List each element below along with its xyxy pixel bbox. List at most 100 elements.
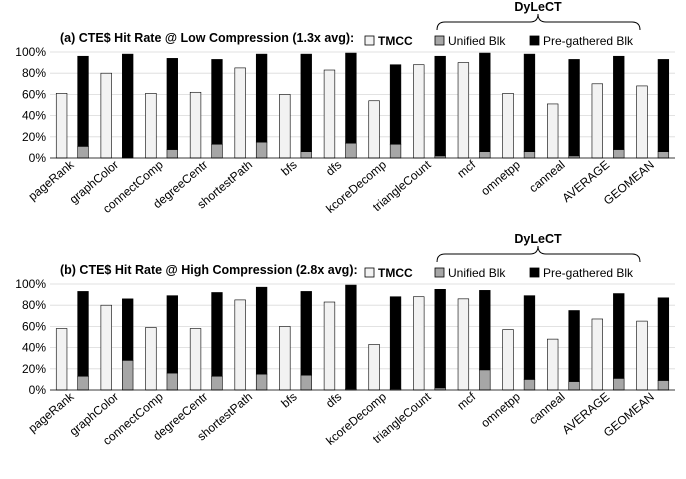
x-tick-label: bfs — [278, 390, 299, 411]
bar — [234, 299, 246, 391]
bar-segment — [479, 290, 491, 371]
bar-segment — [255, 286, 268, 375]
y-tick-label: 60% — [22, 319, 46, 333]
bar-segment — [345, 52, 357, 144]
bar-segment — [255, 53, 268, 143]
y-tick-label: 0% — [29, 383, 47, 397]
annotation: DyLeCT — [514, 0, 562, 14]
x-tick-label: canneal — [526, 390, 567, 428]
bar-segment — [211, 292, 223, 377]
legend-swatch — [364, 267, 375, 278]
legend-label: TMCC — [378, 34, 413, 48]
bar — [368, 344, 380, 391]
y-tick-label: 80% — [22, 298, 46, 312]
bar-segment — [523, 151, 536, 159]
y-tick-label: 20% — [22, 130, 46, 144]
bar — [636, 85, 648, 159]
x-tick-label: dfs — [323, 158, 344, 179]
chart-title: (b) CTE$ Hit Rate @ High Compression (2.… — [60, 263, 358, 277]
y-tick-label: 100% — [15, 45, 46, 59]
bar-segment — [568, 310, 580, 382]
bar — [591, 318, 603, 391]
bar — [323, 69, 336, 159]
bar-segment — [122, 298, 134, 361]
bar-segment — [434, 55, 446, 157]
legend-brace — [436, 13, 641, 31]
bar-segment — [166, 58, 178, 150]
bar-segment — [166, 149, 178, 159]
bar-segment — [389, 64, 402, 145]
bar-segment — [77, 291, 89, 377]
x-tick-label: mcf — [454, 389, 478, 413]
x-tick-label: mcf — [454, 157, 478, 181]
bar — [547, 338, 559, 391]
x-tick-label: canneal — [526, 158, 567, 196]
bar — [145, 327, 157, 391]
y-tick-label: 80% — [22, 66, 46, 80]
y-tick-label: 100% — [15, 277, 46, 291]
bar-segment — [255, 373, 268, 391]
bar-segment — [300, 151, 312, 159]
legend-swatch — [529, 267, 540, 278]
bar — [368, 100, 380, 159]
bar — [55, 328, 68, 391]
bar — [189, 91, 202, 159]
bar-segment — [166, 372, 178, 391]
bar-segment — [568, 59, 580, 157]
bar-segment — [255, 141, 268, 159]
bar-segment — [300, 291, 312, 376]
bar-segment — [345, 284, 357, 390]
legend-label: TMCC — [378, 266, 413, 280]
bar-segment — [345, 142, 357, 159]
bar — [413, 296, 425, 391]
bar-segment — [434, 288, 446, 389]
bar-segment — [77, 55, 89, 147]
bar-segment — [479, 369, 491, 391]
bar-segment — [389, 296, 402, 390]
bar — [100, 72, 112, 159]
bar-segment — [657, 297, 670, 381]
bar-segment — [77, 146, 89, 159]
bar — [279, 94, 291, 159]
y-tick-label: 60% — [22, 87, 46, 101]
bar-segment — [300, 53, 312, 152]
legend-swatch — [434, 35, 445, 46]
bar-segment — [122, 360, 134, 391]
chart-title: (a) CTE$ Hit Rate @ Low Compression (1.3… — [60, 31, 354, 45]
bar-segment — [657, 59, 670, 152]
bar-segment — [389, 143, 402, 159]
y-tick-label: 40% — [22, 341, 46, 355]
bar-segment — [523, 379, 536, 391]
bar — [502, 93, 514, 159]
annotation: DyLeCT — [514, 232, 562, 246]
legend-label: Unified Blk — [448, 266, 506, 280]
bar-segment — [211, 59, 223, 145]
bar-segment — [300, 374, 312, 391]
bar — [323, 301, 336, 391]
y-tick-label: 40% — [22, 109, 46, 123]
bar — [636, 320, 648, 391]
legend-label: Pre-gathered Blk — [543, 34, 634, 48]
bar — [502, 329, 514, 391]
y-tick-label: 20% — [22, 362, 46, 376]
bar-segment — [122, 53, 134, 159]
bar-segment — [613, 55, 625, 150]
bar-segment — [568, 381, 580, 391]
bar-segment — [479, 151, 491, 159]
y-tick-label: 0% — [29, 151, 47, 165]
legend-swatch — [364, 35, 375, 46]
legend-label: Pre-gathered Blk — [543, 266, 634, 280]
bar — [591, 83, 603, 159]
bar-segment — [613, 293, 625, 379]
bar-segment — [211, 375, 223, 391]
bar — [413, 64, 425, 159]
bar-segment — [479, 52, 491, 152]
x-tick-label: dfs — [323, 390, 344, 411]
bar-segment — [523, 53, 536, 152]
bar-segment — [657, 151, 670, 159]
bar-segment — [613, 378, 625, 391]
bar — [457, 62, 470, 159]
bar — [189, 328, 202, 391]
bar-segment — [657, 380, 670, 391]
